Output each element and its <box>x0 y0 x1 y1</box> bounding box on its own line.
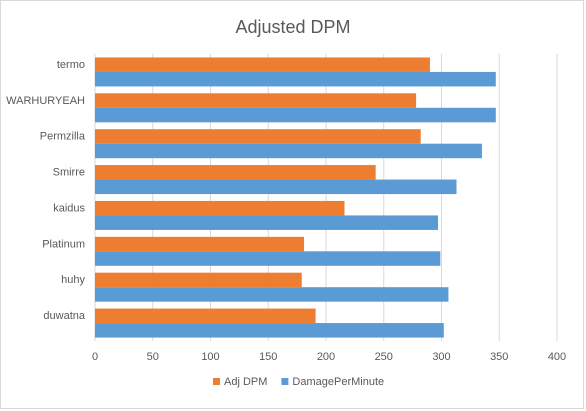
x-tick-labels: 0 50 100 150 200 250 300 350 400 <box>92 351 566 363</box>
x-tick-label: 300 <box>432 351 450 363</box>
bar-damageperminute-termo <box>95 71 496 87</box>
bar-adj-dpm-platinum <box>95 236 305 252</box>
bar-adj-dpm-kaidus <box>95 200 345 216</box>
bar-damageperminute-huhy <box>95 287 449 302</box>
bar-damageperminute-duwatna <box>95 323 444 338</box>
bar-adj-dpm-termo <box>95 57 430 72</box>
x-tick-label: 0 <box>92 351 98 363</box>
legend-label: Adj DPM <box>224 376 267 388</box>
category-labels: termo WARHURYEAH Permzilla Smirre kaidus Plat… <box>6 59 86 322</box>
x-tick-label: 400 <box>548 351 566 363</box>
x-tick-label: 100 <box>201 351 219 363</box>
bar-damageperminute-permzilla <box>95 143 482 159</box>
chart-title: Adjusted DPM <box>235 17 350 37</box>
bar-damageperminute-warhuryeah <box>95 107 496 123</box>
category-label: Permzilla <box>40 131 86 143</box>
category-label: termo <box>57 59 85 71</box>
legend-label: DamagePerMinute <box>292 376 384 388</box>
bar-adj-dpm-permzilla <box>95 129 421 144</box>
bars <box>95 57 496 338</box>
bar-adj-dpm-warhuryeah <box>95 93 417 108</box>
x-tick-label: 50 <box>147 351 159 363</box>
x-tick-label: 150 <box>259 351 277 363</box>
x-tick-label: 250 <box>375 351 393 363</box>
bar-damageperminute-platinum <box>95 251 441 266</box>
category-label: WARHURYEAH <box>6 95 85 107</box>
category-label: kaidus <box>53 202 85 214</box>
bar-damageperminute-kaidus <box>95 215 439 230</box>
legend: Adj DPM DamagePerMinute <box>213 376 384 388</box>
category-label: Smirre <box>53 167 85 179</box>
x-tick-label: 350 <box>490 351 508 363</box>
bar-adj-dpm-smirre <box>95 165 376 180</box>
bar-adj-dpm-duwatna <box>95 308 316 324</box>
x-tick-label: 200 <box>317 351 335 363</box>
bar-adj-dpm-huhy <box>95 272 302 288</box>
category-label: Platinum <box>42 238 85 250</box>
category-label: duwatna <box>43 310 85 322</box>
category-label: huhy <box>61 274 85 286</box>
legend-swatch <box>281 378 289 385</box>
bar-damageperminute-smirre <box>95 179 457 195</box>
legend-swatch <box>213 378 220 385</box>
